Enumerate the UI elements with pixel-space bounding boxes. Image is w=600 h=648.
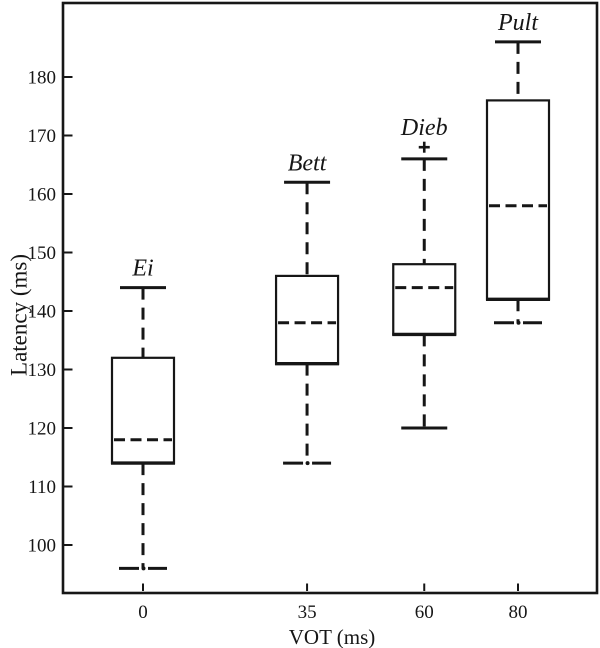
y-tick-label: 140 [28, 302, 57, 323]
lower-whisker-cap-dot [516, 320, 521, 325]
y-axis-label: Latency (ms) [7, 254, 32, 376]
box [110, 356, 176, 465]
box-label-pult: Pult [497, 10, 539, 36]
box [485, 99, 551, 301]
y-tick-label: 100 [28, 536, 57, 557]
x-tick-label: 35 [298, 602, 317, 623]
lower-whisker-cap-dot [141, 566, 146, 571]
x-tick-label: 60 [415, 602, 434, 623]
y-tick-label: 150 [28, 243, 57, 264]
box-label-dieb: Dieb [400, 115, 448, 141]
y-tick-label: 130 [28, 360, 57, 381]
x-axis-label: VOT (ms) [289, 625, 376, 648]
y-tick-label: 170 [28, 126, 57, 147]
x-tick-label: 0 [138, 602, 148, 623]
y-tick-label: 120 [28, 419, 57, 440]
x-tick-label: 80 [509, 602, 528, 623]
plot-frame [61, 1, 599, 595]
y-tick-label: 110 [28, 477, 56, 498]
box [392, 263, 457, 336]
lower-whisker-cap-dot [305, 461, 310, 466]
y-tick-label: 180 [28, 68, 57, 89]
y-tick-label: 160 [28, 185, 57, 206]
box-label-bett: Bett [288, 150, 328, 176]
box [274, 274, 340, 365]
box-label-ei: Ei [131, 256, 153, 282]
